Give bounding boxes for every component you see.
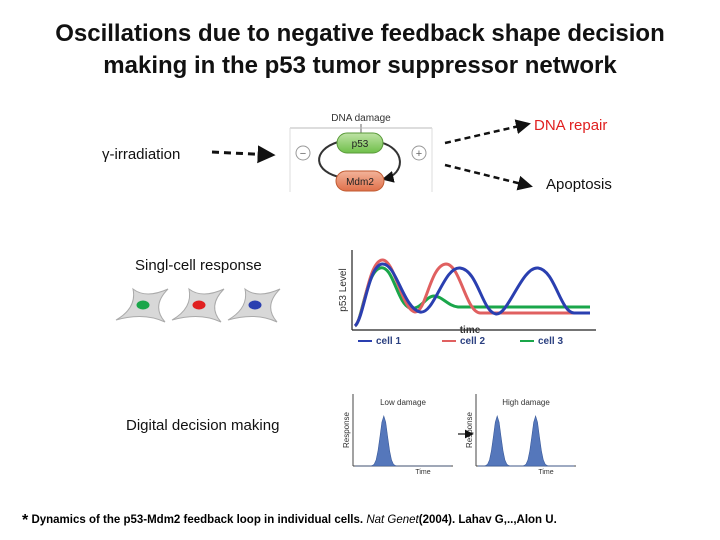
irradiation-arrow [211, 145, 276, 164]
footnote-star: * [22, 512, 29, 529]
cell1-trace [353, 262, 590, 328]
legend-label: cell 2 [460, 336, 485, 347]
mdm2-node [335, 170, 385, 192]
svg-text:+: + [416, 148, 422, 160]
p53-plot-legend: cell 1 cell 2 cell 3 [358, 336, 563, 347]
svg-text:Mdm2: Mdm2 [346, 177, 374, 188]
legend-label: cell 3 [538, 336, 563, 347]
slide-title: Oscillations due to negative feedback sh… [0, 18, 720, 82]
footnote-journal: Nat Genet [366, 514, 419, 526]
cell-nucleus [136, 300, 150, 310]
single-cells [115, 287, 281, 323]
single-cell-label: Singl-cell response [135, 257, 262, 274]
footnote: * Dynamics of the p53-Mdm2 feedback loop… [22, 512, 557, 530]
p53-plot-ylabel: p53 Level [338, 268, 349, 311]
footnote-text: Dynamics of the p53-Mdm2 feedback loop i… [31, 514, 364, 526]
p53-node [336, 132, 384, 154]
svg-text:p53: p53 [352, 139, 369, 150]
minus-symbol [295, 145, 311, 161]
dna-damage-label: DNA damage [331, 113, 391, 124]
apoptosis-label: Apoptosis [546, 176, 612, 193]
title-line-1: Oscillations due to negative feedback sh… [55, 20, 665, 47]
footnote-citation: (2004). Lahav G,..,Alon U. [418, 514, 557, 526]
p53-plot-xlabel: time [460, 325, 481, 336]
dna-repair-label: DNA repair [534, 117, 608, 134]
cell-nucleus [192, 300, 206, 310]
plus-symbol [411, 145, 427, 161]
svg-text:−: − [300, 148, 306, 160]
cell-nucleus [248, 300, 262, 310]
panel-xlabel: Time [415, 469, 430, 476]
panel-ylabel: Response [342, 411, 351, 448]
panel-title: High damage [502, 398, 550, 407]
legend-label: cell 1 [376, 336, 401, 347]
irradiation-label: γ-irradiation [102, 146, 181, 163]
decision-label: Digital decision making [126, 417, 280, 434]
low-damage-panel: Response Low damage Time [342, 394, 453, 476]
panel-title: Low damage [380, 398, 426, 407]
high-damage-panel: Response High damage Time [465, 394, 576, 476]
panel-ylabel: Response [465, 411, 474, 448]
panel-xlabel: Time [538, 469, 553, 476]
p53-plot: p53 Level time cell 1 cell 2 cell 3 [338, 248, 596, 347]
response-peak [478, 414, 574, 467]
p53-mdm2-network: DNA damage − + p53 Mdm2 [289, 113, 433, 192]
apoptosis-arrow [444, 163, 533, 191]
repair-arrow [444, 119, 531, 145]
title-line-2: making in the p53 tumor suppressor netwo… [103, 52, 617, 79]
response-peak [355, 414, 451, 467]
